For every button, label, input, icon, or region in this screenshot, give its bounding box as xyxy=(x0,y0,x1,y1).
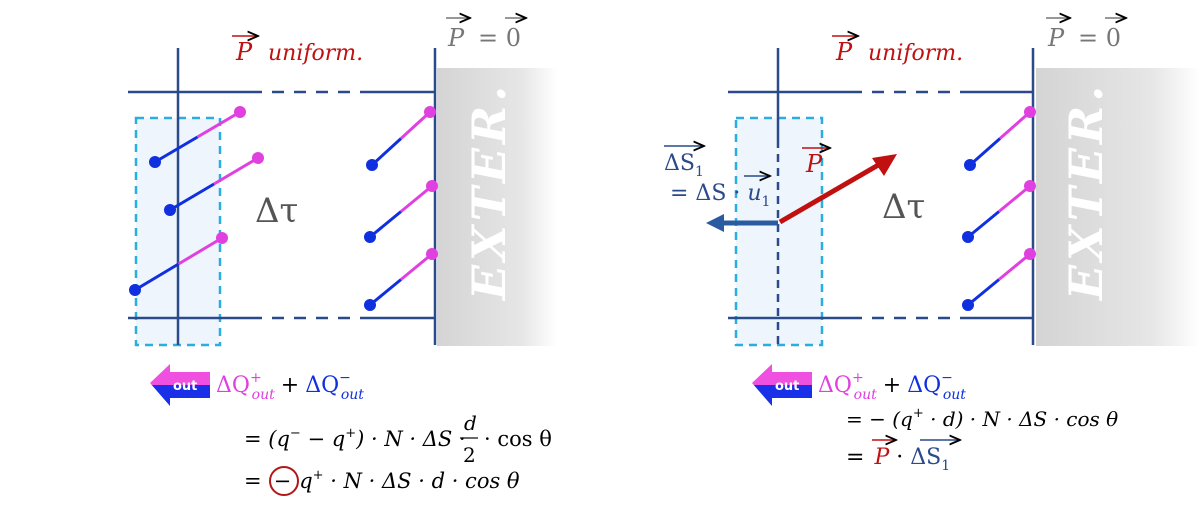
svg-text:d: d xyxy=(464,411,477,435)
dipole-positive-half xyxy=(177,236,223,266)
svg-text:uniform.: uniform. xyxy=(268,41,363,66)
negative-charge xyxy=(364,231,376,243)
dipole xyxy=(364,180,438,243)
left-panel: EXTER. Δτ P uniform. P = 0 out xyxy=(128,18,557,496)
p-zero-label: P = 0 xyxy=(446,18,526,52)
positive-charge xyxy=(252,152,264,164)
positive-charge xyxy=(1024,248,1036,260)
fraction-d-over-2: d 2 xyxy=(460,411,478,467)
charge-sum: ΔQ+ out + ΔQ− out xyxy=(818,370,966,403)
p-arrow-label: P xyxy=(802,148,830,178)
dipole-positive-half xyxy=(999,110,1031,140)
positive-charge xyxy=(424,106,436,118)
volume-label: Δτ xyxy=(882,187,925,227)
dipole xyxy=(962,180,1036,243)
dipole xyxy=(364,248,438,311)
negative-charge xyxy=(164,204,176,216)
dipole-positive-half xyxy=(399,110,432,140)
negative-charge xyxy=(149,156,161,168)
negative-charge xyxy=(964,159,976,171)
right-panel: EXTER. Δτ P ΔS1 = xyxy=(664,18,1200,474)
out-arrow-icon: out xyxy=(752,364,812,406)
dipole-positive-half xyxy=(213,156,259,186)
dipole xyxy=(164,152,264,216)
svg-text:out: out xyxy=(775,379,799,394)
svg-text:P: P xyxy=(447,24,465,52)
positive-charge xyxy=(1024,180,1036,192)
negative-charge xyxy=(129,284,141,296)
volume-boundary xyxy=(128,48,437,345)
svg-text:=P · ΔS1: = P · ΔS1 xyxy=(846,445,950,474)
dipole xyxy=(366,106,436,171)
dipoles xyxy=(129,106,438,311)
dipole-negative-half xyxy=(967,210,1000,239)
ds1-label: ΔS1 = ΔS · u1 xyxy=(664,146,770,210)
svg-text:P: P xyxy=(235,38,253,66)
positive-charge xyxy=(426,248,438,260)
exterior-region xyxy=(437,68,557,346)
svg-text:uniform.: uniform. xyxy=(868,41,963,66)
equation-line-1: = (q− − q+) · N · ΔS · xyxy=(244,426,466,451)
dipole xyxy=(149,106,246,168)
dipole-negative-half xyxy=(134,262,180,292)
dipole-negative-half xyxy=(967,278,1000,307)
dipole-positive-half xyxy=(998,252,1031,281)
positive-charge xyxy=(1024,106,1036,118)
svg-text:out: out xyxy=(173,379,197,394)
dipole-positive-half xyxy=(400,252,433,281)
out-arrow-icon: out xyxy=(150,364,210,406)
dipole-negative-half xyxy=(369,210,402,239)
dipole xyxy=(962,248,1036,311)
surface-normal-arrow xyxy=(706,214,778,232)
negative-charge xyxy=(366,159,378,171)
positive-charge xyxy=(216,232,228,244)
dipole-negative-half xyxy=(169,182,215,212)
negative-charge xyxy=(962,231,974,243)
dipole-positive-half xyxy=(998,184,1031,213)
exterior-region xyxy=(1036,68,1200,346)
dipole-negative-half xyxy=(154,135,199,164)
dipole-negative-half xyxy=(369,278,402,307)
positive-charge xyxy=(234,106,246,118)
negative-charge xyxy=(962,299,974,311)
svg-text:P: P xyxy=(835,38,853,66)
p-zero-label: P = 0 xyxy=(1046,18,1126,52)
charge-sum: ΔQ+ out + ΔQ− out xyxy=(216,370,364,403)
equation-line-1: = − (q+ · d) · N · ΔS · cos θ xyxy=(846,406,1118,431)
polarization-arrow xyxy=(778,154,897,225)
equation-line-1-end: · cos θ xyxy=(484,427,552,451)
volume-boundary xyxy=(728,48,1035,345)
exterior-label: EXTER. xyxy=(1059,82,1113,302)
svg-text:P: P xyxy=(805,150,823,178)
dipole-positive-half xyxy=(196,110,241,139)
dipole xyxy=(964,106,1036,171)
dipoles xyxy=(962,106,1036,311)
volume-label: Δτ xyxy=(255,191,298,231)
svg-text:P: P xyxy=(1047,24,1065,52)
negative-charge xyxy=(364,299,376,311)
svg-text:= 0: = 0 xyxy=(478,24,521,52)
equation-line-2: = − q+ · N · ΔS · d · cos θ xyxy=(244,468,520,493)
dipole xyxy=(129,232,228,296)
positive-charge xyxy=(426,180,438,192)
p-uniform-label: P uniform. xyxy=(832,36,963,66)
dipole-positive-half xyxy=(400,184,433,213)
minus-sign-highlight xyxy=(269,466,299,496)
svg-text:2: 2 xyxy=(463,443,476,467)
equation-line-2: = P · ΔS1 xyxy=(846,440,960,474)
svg-text:ΔS1: ΔS1 xyxy=(664,151,704,180)
p-uniform-label: P uniform. xyxy=(232,36,363,66)
svg-text:= 0: = 0 xyxy=(1078,24,1121,52)
dipole-negative-half xyxy=(969,137,1001,167)
svg-text:= ΔS · u1: = ΔS · u1 xyxy=(670,181,770,210)
exterior-label: EXTER. xyxy=(462,82,516,302)
dipole-negative-half xyxy=(370,137,403,167)
